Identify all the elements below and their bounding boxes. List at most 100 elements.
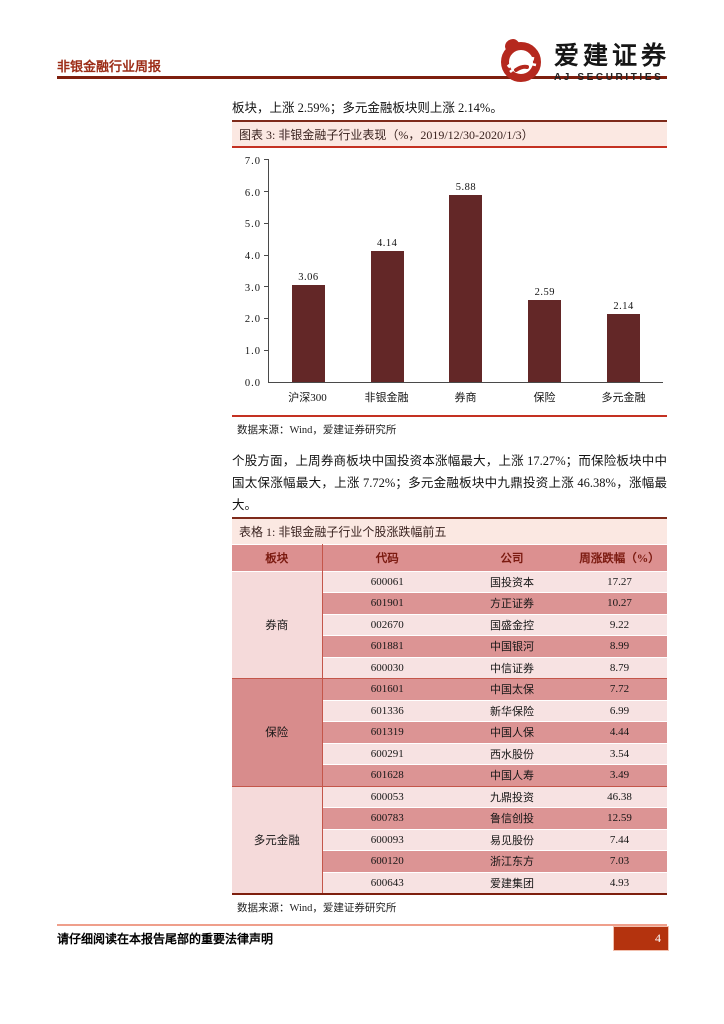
table-row: 600643 爱建集团 4.93 [232,871,667,894]
table-row: 多元金融 600053 九鼎投资 46.38 [232,785,667,894]
company-cell: 方正证券 [452,592,572,614]
company-cell: 中国人寿 [452,764,572,786]
y-axis-tick-mark [264,254,269,256]
paragraph-stock-summary: 个股方面，上周券商板块中国投资本涨幅最大，上涨 17.27%；而保险板块中中国太… [232,453,667,512]
table-figure: 表格 1: 非银金融子行业个股涨跌幅前五 板块 代码 公司 周涨跌幅（%） 券商… [232,516,667,916]
company-cell: 九鼎投资 [452,785,572,808]
chart-figure: 图表 3: 非银金融子行业表现（%，2019/12/30-2020/1/3） 3… [232,119,667,437]
company-cell: 浙江东方 [452,850,572,872]
table-row: 600120 浙江东方 7.03 [232,850,667,872]
code-cell: 601336 [322,699,452,722]
code-cell: 601319 [322,721,452,743]
y-axis-tick-mark [264,349,269,351]
bar-group-5: 2.14 [584,160,663,382]
column-header-weekly-change: 周涨跌幅（%） [572,543,667,571]
code-cell: 601901 [322,592,452,614]
y-axis-tick-label: 2.0 [244,314,261,326]
page-number-badge: 4 [613,926,669,951]
table-row: 600030 中信证券 8.79 [232,656,667,679]
weekly-change-cell: 46.38 [572,785,667,808]
y-axis-tick-mark [264,191,269,193]
y-axis-tick-label: 5.0 [244,219,261,231]
company-cell: 西水股份 [452,742,572,765]
x-axis-category-label: 保险 [533,391,556,404]
sector-cell: 多元金融 [232,785,323,894]
weekly-change-cell: 8.99 [572,635,667,657]
brand-logo: 爱建证券 AJ SECURITIES [496,36,670,91]
company-cell: 中国太保 [452,678,572,700]
weekly-change-cell: 8.79 [572,656,667,679]
sector-cell: 保险 [232,678,323,786]
stock-performance-table: 板块 代码 公司 周涨跌幅（%） 券商 600061 国投资本 17.27 601901… [232,543,667,895]
brand-name-cn: 爱建证券 [553,43,670,71]
weekly-change-cell: 12.59 [572,807,667,829]
paragraph-sector-summary: 板块，上涨 2.59%；多元金融板块则上涨 2.14%。 [232,101,503,115]
weekly-change-cell: 3.54 [572,742,667,765]
chart-source-note: 数据来源：Wind，爱建证券研究所 [237,424,397,436]
company-cell: 中国银河 [452,635,572,657]
y-axis-tick-label: 1.0 [244,346,261,358]
y-axis-tick-mark [264,159,269,161]
bar [370,250,404,382]
company-cell: 爱建集团 [452,871,572,894]
company-cell: 国盛金控 [452,613,572,636]
company-cell: 鲁信创投 [452,807,572,829]
weekly-change-cell: 4.93 [572,871,667,894]
company-cell: 新华保险 [452,699,572,722]
table-row: 600093 易见股份 7.44 [232,828,667,851]
bar-group-2: 4.14 [348,160,427,382]
y-axis-tick-label: 4.0 [244,251,261,263]
bar-chart: 3.06 4.14 5.88 2.59 2.14 0.0 1.0 2.0 3.0 4.0 5.0 6… [232,148,667,417]
brand-name-en: AJ SECURITIES [553,71,664,83]
code-cell: 002670 [322,613,452,636]
code-cell: 600030 [322,656,452,679]
weekly-change-cell: 6.99 [572,699,667,722]
header-divider [57,76,667,79]
y-axis-tick-mark [264,317,269,319]
table-row: 券商 600061 国投资本 17.27 [232,570,667,679]
company-cell: 中信证券 [452,656,572,679]
code-cell: 600783 [322,807,452,829]
table-row: 601319 中国人保 4.44 [232,721,667,743]
y-axis-tick-label: 6.0 [244,187,261,199]
y-axis-tick-label: 3.0 [244,282,261,294]
code-cell: 600120 [322,850,452,872]
bar-value-label: 4.14 [377,237,398,249]
column-header-code: 代码 [322,543,452,571]
code-cell: 600061 [322,570,452,593]
y-axis-tick-label: 7.0 [244,155,261,167]
table-row: 601628 中国人寿 3.49 [232,764,667,786]
report-type-label: 非银金融行业周报 [57,59,162,74]
code-cell: 600053 [322,785,452,808]
table-row: 601336 新华保险 6.99 [232,699,667,722]
aj-securities-logo-icon [496,36,546,91]
table-row: 600291 西水股份 3.54 [232,742,667,765]
table-title: 表格 1: 非银金融子行业个股涨跌幅前五 [232,516,667,544]
weekly-change-cell: 7.72 [572,678,667,700]
weekly-change-cell: 9.22 [572,613,667,636]
code-cell: 600643 [322,871,452,894]
table-source-note: 数据来源：Wind，爱建证券研究所 [237,903,397,914]
bar-value-label: 3.06 [298,271,319,283]
x-axis-category-label: 券商 [454,391,477,404]
chart-x-axis-labels: 沪深300 非银金融 券商 保险 多元金融 [268,389,663,405]
code-cell: 601601 [322,678,452,700]
bar-group-4: 2.59 [505,160,584,382]
weekly-change-cell: 10.27 [572,592,667,614]
bar-value-label: 2.59 [534,286,555,298]
x-axis-category-label: 沪深300 [288,391,327,404]
weekly-change-cell: 7.44 [572,828,667,851]
bar [449,195,483,382]
chart-bars: 3.06 4.14 5.88 2.59 2.14 [269,160,663,382]
column-header-company: 公司 [452,543,572,571]
report-body: 板块，上涨 2.59%；多元金融板块则上涨 2.14%。 图表 3: 非银金融子… [232,98,667,915]
footer-divider [57,924,667,926]
code-cell: 601628 [322,764,452,786]
bar-value-label: 2.14 [613,301,634,313]
table-row: 601901 方正证券 10.27 [232,592,667,614]
x-axis-category-label: 多元金融 [601,391,646,404]
y-axis-tick-mark [264,286,269,288]
table-row: 保险 601601 中国太保 7.72 [232,678,667,786]
bar-value-label: 5.88 [455,182,477,194]
